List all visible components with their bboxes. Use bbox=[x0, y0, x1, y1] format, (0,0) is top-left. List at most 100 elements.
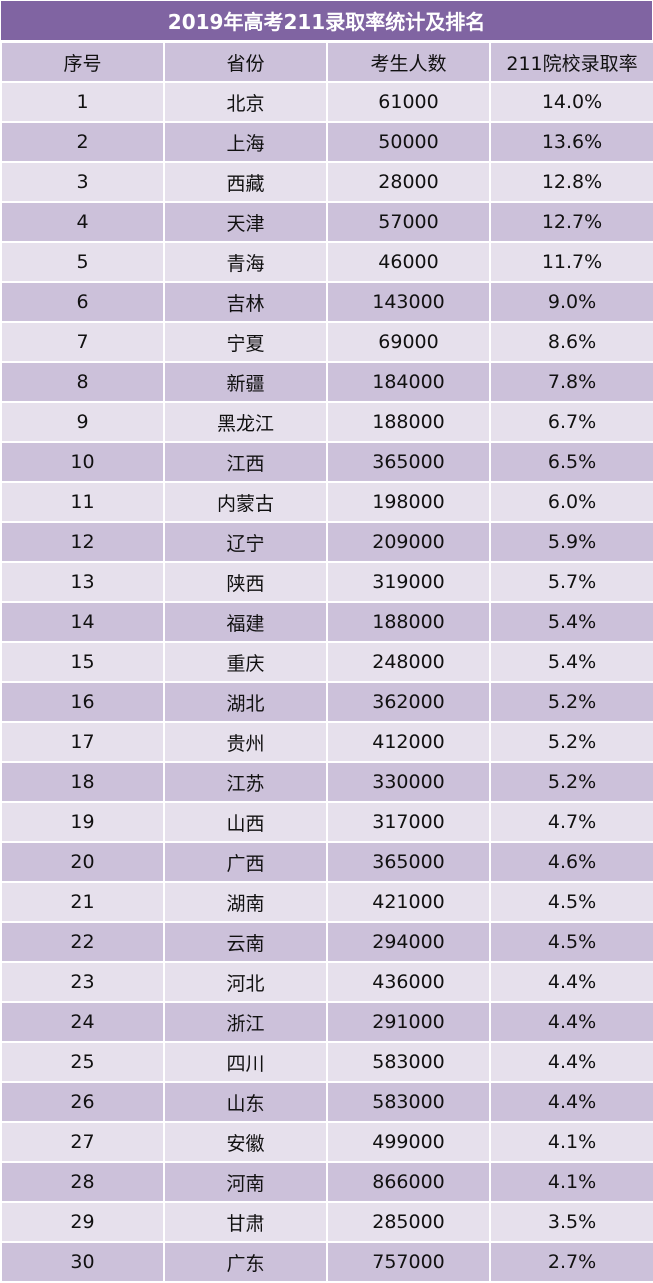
table-row: 16 湖北 362000 5.2% bbox=[0, 681, 653, 723]
table-row: 3 西藏 28000 12.8% bbox=[0, 161, 653, 203]
cell-rank: 6 bbox=[0, 281, 165, 323]
table-row: 1 北京 61000 14.0% bbox=[0, 81, 653, 123]
cell-province: 山西 bbox=[163, 801, 328, 843]
cell-rank: 17 bbox=[0, 721, 165, 763]
header-candidates: 考生人数 bbox=[326, 41, 491, 83]
cell-province: 浙江 bbox=[163, 1001, 328, 1043]
cell-candidates: 28000 bbox=[326, 161, 491, 203]
cell-rank: 23 bbox=[0, 961, 165, 1003]
table-row: 21 湖南 421000 4.5% bbox=[0, 881, 653, 923]
table-row: 27 安徽 499000 4.1% bbox=[0, 1121, 653, 1163]
cell-candidates: 330000 bbox=[326, 761, 491, 803]
admission-rate-table: 序号 省份 考生人数 211院校录取率 1 北京 61000 14.0% 2 上海 5000… bbox=[0, 41, 653, 1283]
cell-province: 江苏 bbox=[163, 761, 328, 803]
table-row: 19 山西 317000 4.7% bbox=[0, 801, 653, 843]
cell-rate: 2.7% bbox=[489, 1241, 653, 1283]
cell-rank: 24 bbox=[0, 1001, 165, 1043]
cell-candidates: 583000 bbox=[326, 1041, 491, 1083]
cell-rate: 11.7% bbox=[489, 241, 653, 283]
table-row: 23 河北 436000 4.4% bbox=[0, 961, 653, 1003]
cell-rate: 5.2% bbox=[489, 681, 653, 723]
cell-rate: 4.4% bbox=[489, 1041, 653, 1083]
cell-candidates: 294000 bbox=[326, 921, 491, 963]
cell-rank: 27 bbox=[0, 1121, 165, 1163]
cell-rank: 29 bbox=[0, 1201, 165, 1243]
table-row: 2 上海 50000 13.6% bbox=[0, 121, 653, 163]
cell-rank: 10 bbox=[0, 441, 165, 483]
cell-rate: 4.5% bbox=[489, 921, 653, 963]
cell-rate: 4.7% bbox=[489, 801, 653, 843]
cell-candidates: 436000 bbox=[326, 961, 491, 1003]
cell-rate: 8.6% bbox=[489, 321, 653, 363]
cell-rate: 6.7% bbox=[489, 401, 653, 443]
cell-candidates: 317000 bbox=[326, 801, 491, 843]
table-row: 24 浙江 291000 4.4% bbox=[0, 1001, 653, 1043]
cell-province: 北京 bbox=[163, 81, 328, 123]
cell-candidates: 188000 bbox=[326, 601, 491, 643]
cell-candidates: 757000 bbox=[326, 1241, 491, 1283]
cell-province: 山东 bbox=[163, 1081, 328, 1123]
header-province: 省份 bbox=[163, 41, 328, 83]
cell-candidates: 209000 bbox=[326, 521, 491, 563]
header-row: 序号 省份 考生人数 211院校录取率 bbox=[0, 41, 653, 83]
cell-rate: 13.6% bbox=[489, 121, 653, 163]
cell-rank: 30 bbox=[0, 1241, 165, 1283]
table-body: 1 北京 61000 14.0% 2 上海 50000 13.6% 3 西藏 28000 12.8% 4… bbox=[0, 81, 653, 1283]
cell-candidates: 285000 bbox=[326, 1201, 491, 1243]
cell-candidates: 365000 bbox=[326, 441, 491, 483]
table-row: 7 宁夏 69000 8.6% bbox=[0, 321, 653, 363]
cell-candidates: 412000 bbox=[326, 721, 491, 763]
cell-rate: 4.4% bbox=[489, 1081, 653, 1123]
table-row: 25 四川 583000 4.4% bbox=[0, 1041, 653, 1083]
table-row: 18 江苏 330000 5.2% bbox=[0, 761, 653, 803]
cell-rate: 4.4% bbox=[489, 961, 653, 1003]
table-row: 30 广东 757000 2.7% bbox=[0, 1241, 653, 1283]
cell-rank: 8 bbox=[0, 361, 165, 403]
cell-rank: 9 bbox=[0, 401, 165, 443]
cell-province: 吉林 bbox=[163, 281, 328, 323]
cell-province: 河北 bbox=[163, 961, 328, 1003]
table-row: 17 贵州 412000 5.2% bbox=[0, 721, 653, 763]
cell-rank: 28 bbox=[0, 1161, 165, 1203]
cell-province: 广西 bbox=[163, 841, 328, 883]
cell-province: 重庆 bbox=[163, 641, 328, 683]
cell-province: 辽宁 bbox=[163, 521, 328, 563]
header-rate: 211院校录取率 bbox=[489, 41, 653, 83]
cell-candidates: 499000 bbox=[326, 1121, 491, 1163]
cell-province: 福建 bbox=[163, 601, 328, 643]
cell-candidates: 184000 bbox=[326, 361, 491, 403]
cell-rank: 26 bbox=[0, 1081, 165, 1123]
cell-rank: 22 bbox=[0, 921, 165, 963]
table-row: 13 陕西 319000 5.7% bbox=[0, 561, 653, 603]
cell-rank: 5 bbox=[0, 241, 165, 283]
cell-candidates: 291000 bbox=[326, 1001, 491, 1043]
cell-candidates: 50000 bbox=[326, 121, 491, 163]
table-row: 26 山东 583000 4.4% bbox=[0, 1081, 653, 1123]
cell-candidates: 198000 bbox=[326, 481, 491, 523]
cell-rank: 4 bbox=[0, 201, 165, 243]
cell-rank: 2 bbox=[0, 121, 165, 163]
cell-candidates: 319000 bbox=[326, 561, 491, 603]
cell-candidates: 583000 bbox=[326, 1081, 491, 1123]
cell-rank: 25 bbox=[0, 1041, 165, 1083]
table-row: 6 吉林 143000 9.0% bbox=[0, 281, 653, 323]
cell-province: 宁夏 bbox=[163, 321, 328, 363]
table-row: 22 云南 294000 4.5% bbox=[0, 921, 653, 963]
table-row: 9 黑龙江 188000 6.7% bbox=[0, 401, 653, 443]
header-rank: 序号 bbox=[0, 41, 165, 83]
cell-rate: 4.5% bbox=[489, 881, 653, 923]
cell-province: 天津 bbox=[163, 201, 328, 243]
cell-rank: 14 bbox=[0, 601, 165, 643]
cell-province: 内蒙古 bbox=[163, 481, 328, 523]
cell-province: 云南 bbox=[163, 921, 328, 963]
cell-candidates: 61000 bbox=[326, 81, 491, 123]
cell-rank: 15 bbox=[0, 641, 165, 683]
table-row: 15 重庆 248000 5.4% bbox=[0, 641, 653, 683]
cell-rank: 20 bbox=[0, 841, 165, 883]
cell-province: 陕西 bbox=[163, 561, 328, 603]
cell-rank: 18 bbox=[0, 761, 165, 803]
table-row: 20 广西 365000 4.6% bbox=[0, 841, 653, 883]
cell-rate: 4.1% bbox=[489, 1121, 653, 1163]
cell-candidates: 57000 bbox=[326, 201, 491, 243]
